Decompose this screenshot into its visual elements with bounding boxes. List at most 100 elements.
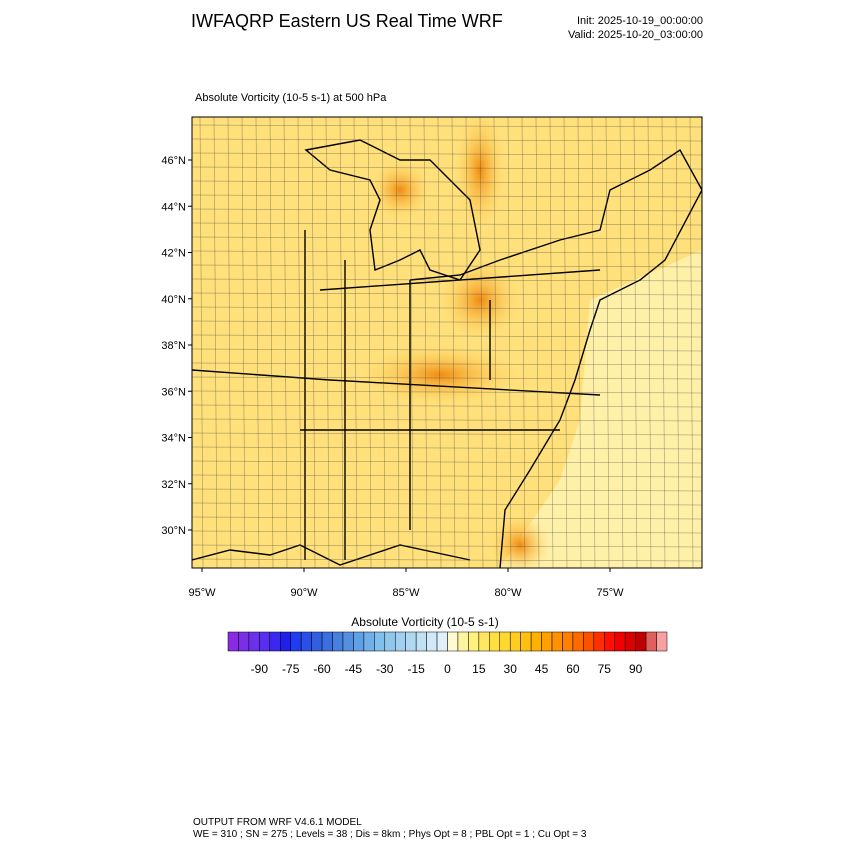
county-line — [577, 117, 582, 568]
county-line — [192, 320, 702, 324]
county-line — [451, 117, 456, 568]
county-line — [689, 117, 694, 568]
county-line — [423, 117, 428, 568]
county-line — [192, 278, 702, 282]
colorbar-tick-label: 75 — [598, 662, 612, 676]
colorbar-box — [415, 631, 427, 652]
county-line — [192, 236, 702, 240]
county-line — [192, 460, 702, 464]
colorbar-box — [499, 631, 511, 652]
county-line — [192, 334, 702, 338]
county-line — [619, 117, 624, 568]
county-line — [227, 117, 232, 568]
colorbar-box — [635, 631, 647, 652]
colorbar-box — [604, 631, 615, 652]
county-line — [192, 558, 702, 562]
county-line — [605, 117, 610, 568]
colorbar-box — [436, 631, 448, 652]
county-line — [255, 117, 260, 568]
ocean — [500, 250, 702, 568]
init-time: Init: 2025-10-19_00:00:00 — [577, 15, 703, 27]
colorbar-box — [248, 631, 260, 652]
colorbar-tick-label: 60 — [566, 662, 580, 676]
county-line — [549, 117, 554, 568]
lat-label: 32°N — [161, 479, 186, 491]
county-line — [192, 446, 702, 450]
colorbar-box — [342, 631, 354, 652]
county-lines — [192, 117, 702, 568]
county-line — [192, 348, 702, 352]
county-line — [192, 488, 702, 492]
colorbar-box — [583, 631, 595, 652]
county-line — [381, 117, 386, 568]
colorbar-box — [384, 631, 396, 652]
colorbar-box — [624, 631, 636, 652]
county-line — [192, 250, 702, 254]
county-line — [192, 152, 702, 156]
county-line — [325, 117, 330, 568]
county-line — [192, 502, 702, 506]
colorbar-box — [332, 631, 344, 652]
colorbar-tick-label: 30 — [504, 662, 518, 676]
county-line — [192, 292, 702, 296]
colorbar-box — [321, 631, 333, 652]
colorbar-box — [227, 631, 239, 652]
county-line — [192, 474, 702, 478]
county-line — [213, 117, 218, 568]
county-line — [269, 117, 274, 568]
county-line — [192, 166, 702, 170]
lat-label: 42°N — [161, 248, 186, 260]
county-line — [437, 117, 442, 568]
colorbar-tick-label: 15 — [472, 662, 486, 676]
map-subtitle: Absolute Vorticity (10-5 s-1) at 500 hPa — [195, 92, 387, 104]
colorbar-box — [269, 631, 281, 652]
colorbar-box — [259, 631, 271, 652]
colorbar-box — [520, 631, 532, 652]
colorbar-box — [656, 631, 668, 652]
lon-label: 80°W — [494, 587, 522, 599]
county-line — [395, 117, 400, 568]
county-line — [192, 306, 702, 310]
colorbar-title: Absolute Vorticity (10-5 s-1) — [351, 615, 498, 629]
county-line — [563, 117, 568, 568]
lon-label: 85°W — [392, 587, 420, 599]
county-line — [521, 117, 526, 568]
title: IWFAQRP Eastern US Real Time WRF — [191, 11, 503, 31]
colorbar-tick-label: -45 — [345, 662, 363, 676]
county-line — [192, 376, 702, 380]
county-line — [367, 117, 372, 568]
county-line — [661, 117, 666, 568]
county-line — [192, 418, 702, 422]
county-line — [479, 117, 484, 568]
county-line — [192, 180, 702, 184]
county-line — [297, 117, 302, 568]
county-line — [192, 194, 702, 198]
colorbar-tick-label: 90 — [629, 662, 643, 676]
county-line — [409, 117, 414, 568]
colorbar-box — [509, 631, 521, 652]
colorbar-box — [300, 631, 312, 652]
map-frame — [191, 116, 703, 569]
lat-label: 36°N — [161, 386, 186, 398]
county-line — [192, 362, 702, 366]
colorbar-tick-label: -30 — [376, 662, 394, 676]
footer-line: WE = 310 ; SN = 275 ; Levels = 38 ; Dis … — [193, 829, 587, 840]
lat-label: 46°N — [161, 155, 186, 167]
lat-label: 30°N — [161, 525, 186, 537]
county-line — [241, 117, 246, 568]
county-line — [339, 117, 344, 568]
vorticity-max — [440, 260, 520, 340]
colorbar-box — [530, 631, 542, 652]
lat-label: 44°N — [161, 201, 186, 213]
county-line — [535, 117, 540, 568]
footer-line: OUTPUT FROM WRF V4.6.1 MODEL — [193, 817, 362, 828]
county-line — [192, 530, 702, 534]
lon-label: 75°W — [596, 587, 624, 599]
colorbar-tick-label: 0 — [444, 662, 451, 676]
lat-label: 34°N — [161, 433, 186, 445]
colorbar-box — [645, 631, 657, 652]
colorbar-box — [593, 631, 605, 652]
county-line — [192, 390, 702, 394]
colorbar-box — [280, 631, 291, 652]
